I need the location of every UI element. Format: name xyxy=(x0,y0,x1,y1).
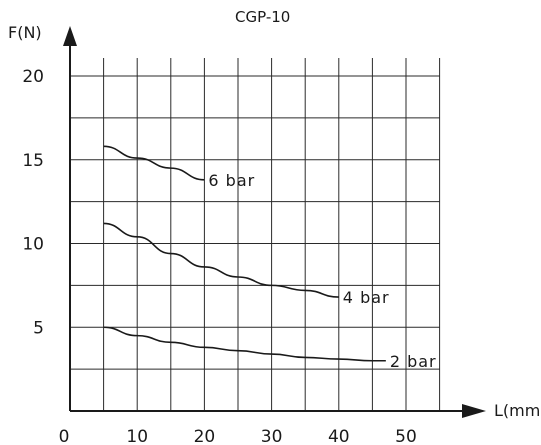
x-tick-label: 20 xyxy=(194,427,216,445)
grid-lines xyxy=(70,58,441,411)
series-label: 6 bar xyxy=(208,171,255,190)
x-tick-label: 10 xyxy=(126,427,148,445)
y-tick-label: 15 xyxy=(22,151,44,171)
series-line xyxy=(103,326,386,362)
y-axis-label: F(N) xyxy=(8,23,42,42)
x-tick-label: 40 xyxy=(328,427,350,445)
series-group xyxy=(103,145,386,362)
series-line xyxy=(103,145,205,181)
x-tick-label: 0 xyxy=(59,427,70,445)
x-tick-label: 50 xyxy=(395,427,417,445)
x-tick-label: 30 xyxy=(261,427,283,445)
chart-title: CGP-10 xyxy=(235,8,290,26)
y-tick-label: 20 xyxy=(22,67,44,87)
y-tick-label: 10 xyxy=(22,235,44,255)
series-label: 2 bar xyxy=(390,352,437,371)
labels-group: 0 10 20 30 40 50 5 10 15 20 6 bar 4 bar 2 bar xyxy=(22,67,437,445)
x-axis-arrow xyxy=(462,404,486,418)
series-line xyxy=(103,222,339,298)
series-label: 4 bar xyxy=(343,288,390,307)
y-tick-label: 5 xyxy=(33,318,44,338)
y-axis-arrow xyxy=(63,26,77,46)
x-axis-label: L(mm) xyxy=(494,401,541,420)
axes xyxy=(63,26,486,418)
